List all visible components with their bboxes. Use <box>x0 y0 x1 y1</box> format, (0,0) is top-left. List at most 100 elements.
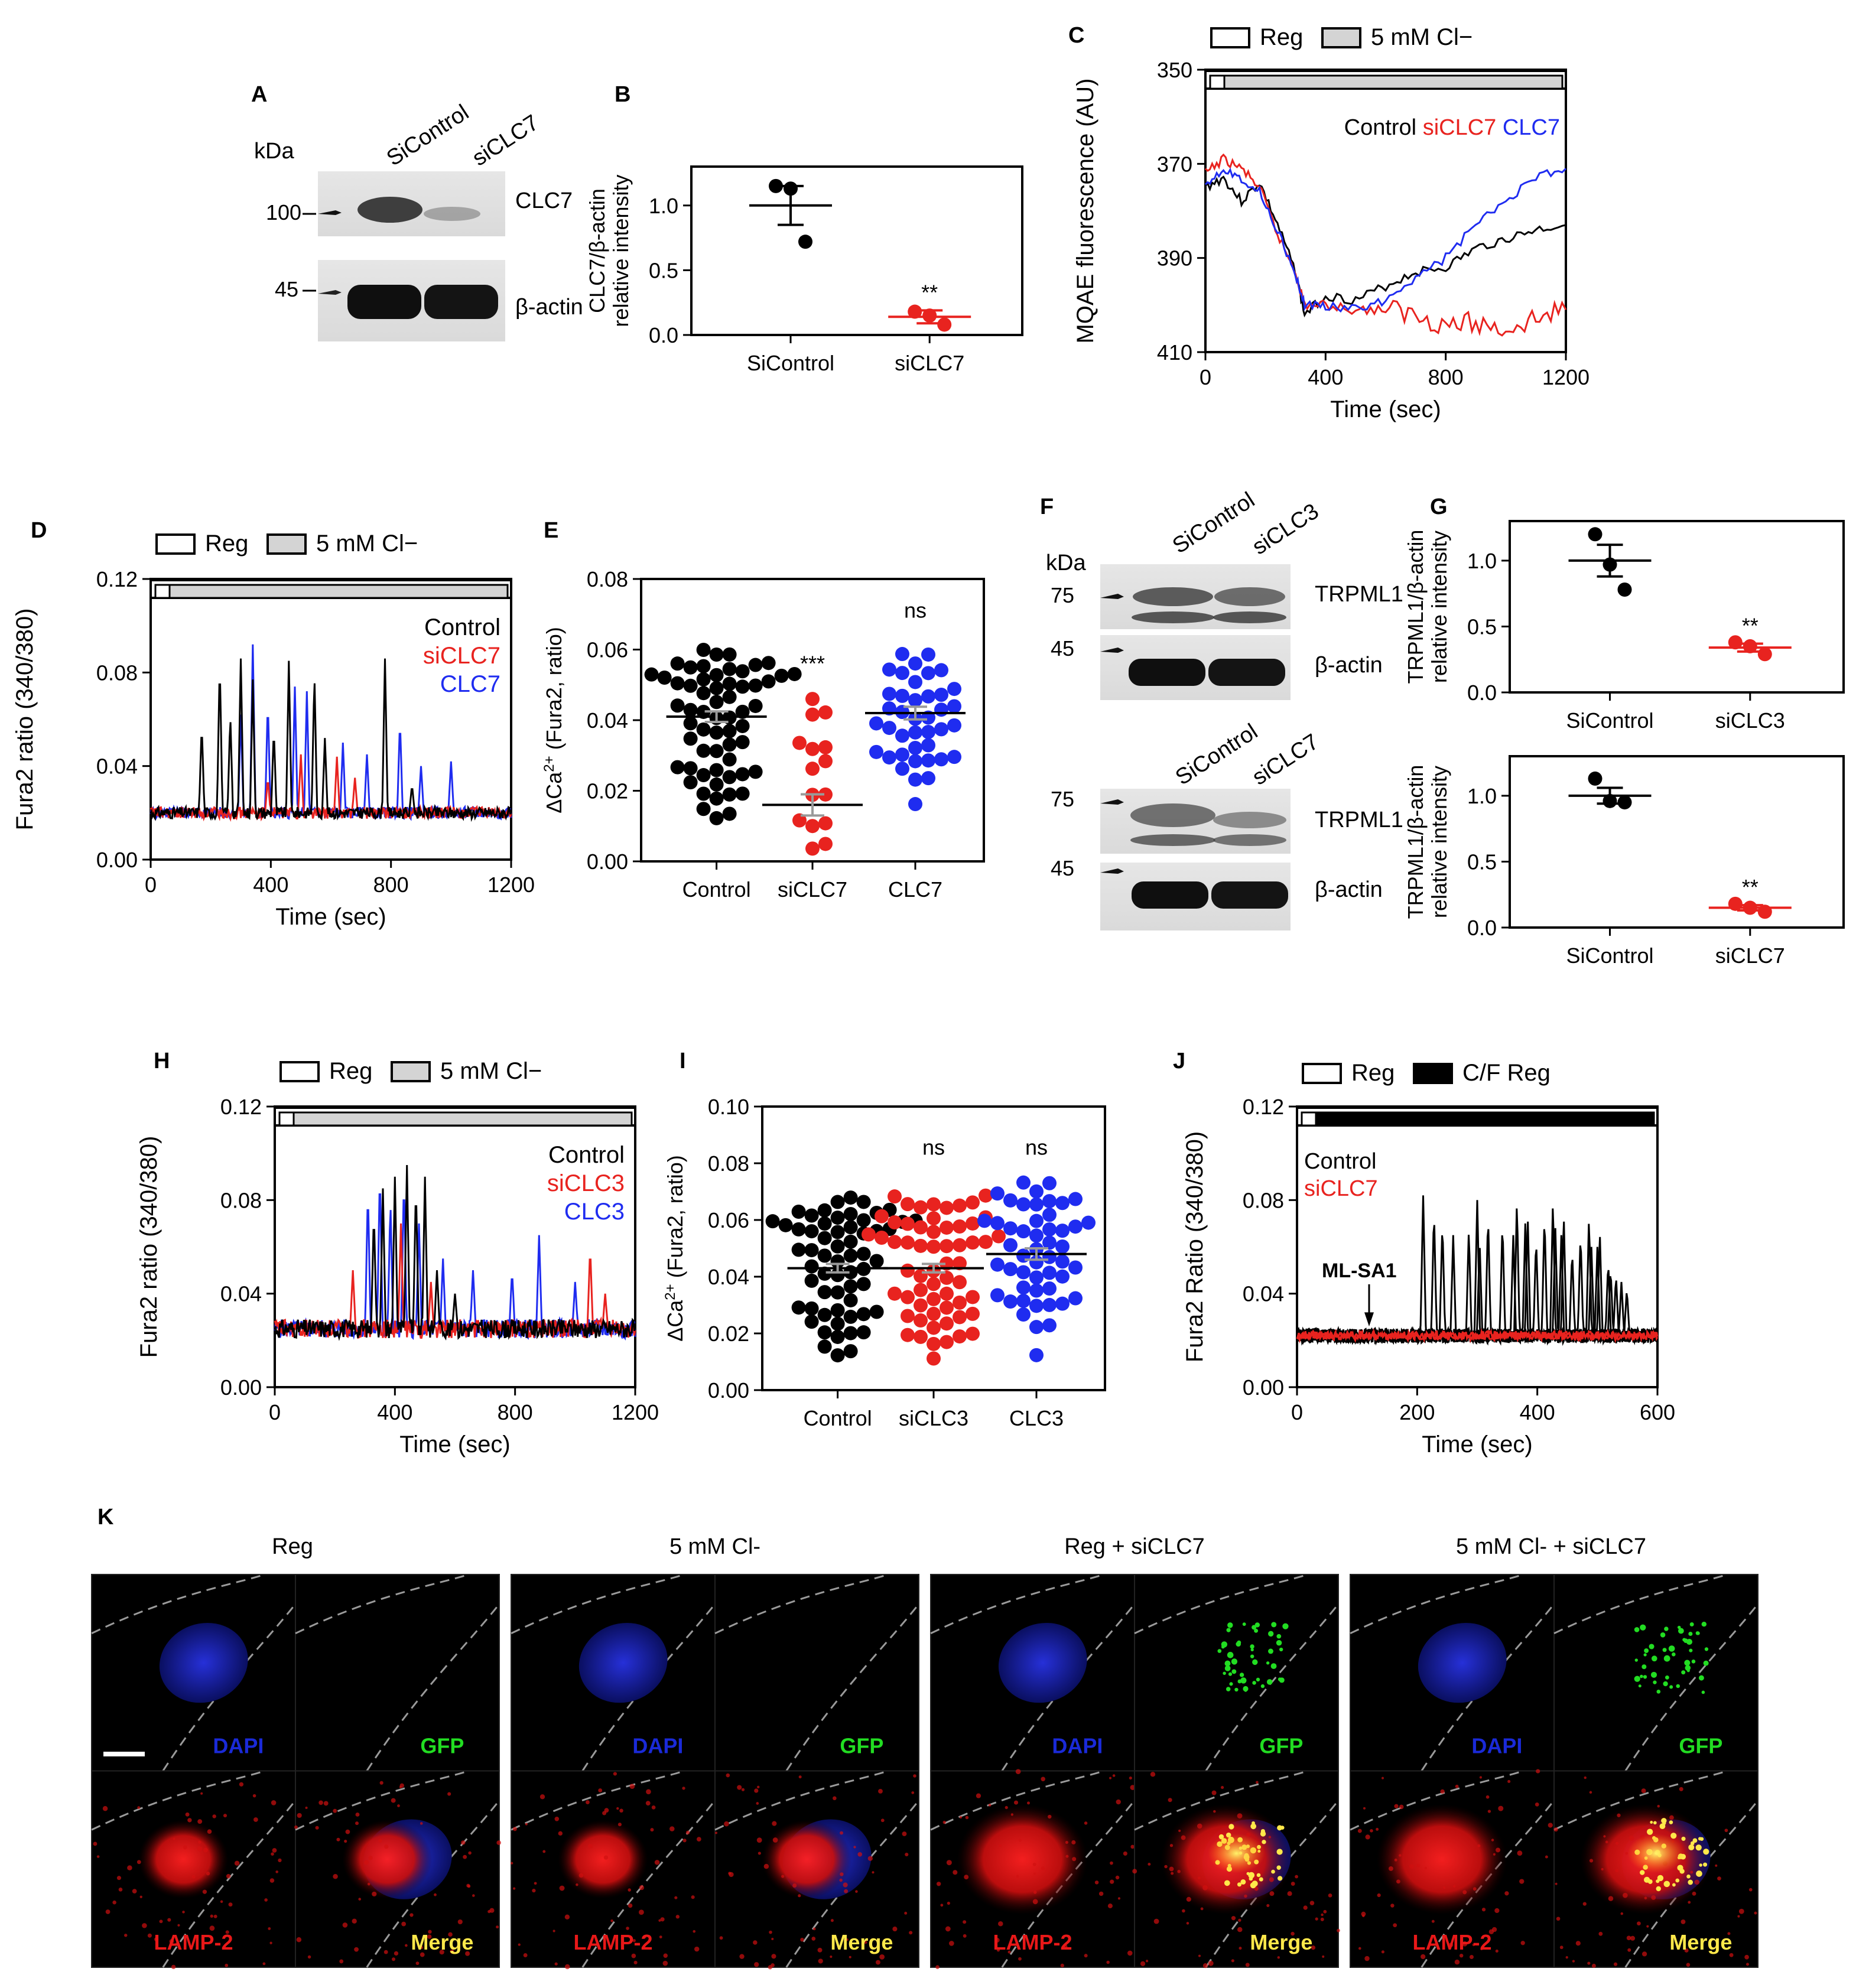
data-point <box>804 1315 819 1329</box>
data-point <box>805 762 820 776</box>
data-point <box>696 704 711 719</box>
gfp-puncta <box>1250 1654 1254 1658</box>
lysosome-dot <box>1462 1890 1467 1895</box>
lysosome-dot <box>1608 1896 1614 1901</box>
lysosome-dot <box>1615 1869 1619 1873</box>
panel-letter-h: H <box>154 1049 170 1073</box>
data-point <box>921 771 935 786</box>
significance-label: ** <box>1742 875 1759 899</box>
lysosome-dot <box>1625 1852 1629 1855</box>
lane-label-sicontrol: SiControl <box>1168 487 1259 558</box>
data-point <box>696 722 711 737</box>
x-axis-label: Time (sec) <box>1330 396 1441 422</box>
gfp-puncta <box>1686 1874 1691 1879</box>
y-tick-label: 0.06 <box>587 638 628 662</box>
y-tick-label: 0.00 <box>587 850 628 874</box>
gfp-puncta <box>1280 1826 1285 1830</box>
lysosome-dot <box>696 1837 701 1841</box>
legend-label: Reg <box>1351 1060 1395 1086</box>
lysosome-dot <box>769 1930 772 1934</box>
data-point <box>670 760 685 775</box>
lysosome-dot <box>1109 1776 1112 1779</box>
data-point <box>1016 1293 1031 1308</box>
lysosome-dot <box>1481 1908 1486 1912</box>
gfp-puncta <box>1266 1661 1270 1665</box>
group-title: 5 mM Cl- + siCLC7 <box>1456 1534 1646 1559</box>
lysosome-dot <box>942 1820 946 1824</box>
tile-merge: Merge <box>294 1770 501 1968</box>
lysosome-dot <box>198 1840 201 1844</box>
y-tick-label: 0.0 <box>1467 681 1497 705</box>
data-point <box>901 1290 915 1304</box>
lysosome-dot <box>1237 1813 1243 1819</box>
data-point <box>683 775 698 790</box>
data-point <box>869 1304 884 1319</box>
data-point <box>1042 1265 1057 1280</box>
lysosome-dot <box>839 1878 843 1882</box>
gfp-puncta <box>1224 1880 1230 1886</box>
lysosome-dot <box>626 1927 629 1930</box>
lysosome-dot <box>1394 1804 1399 1808</box>
data-point <box>830 1285 845 1300</box>
lysosome-dot <box>617 1823 622 1827</box>
data-point <box>1068 1260 1083 1275</box>
data-point <box>908 675 922 689</box>
data-point <box>856 1325 871 1340</box>
lysosome-dot <box>1107 1904 1113 1909</box>
lysosome-dot <box>872 1871 875 1874</box>
y-tick-label: 0.5 <box>649 258 678 282</box>
data-point <box>882 750 896 765</box>
lysosome-dot <box>1421 1954 1426 1960</box>
lysosome-dot <box>578 1873 584 1878</box>
lysosome-dot <box>105 1909 110 1914</box>
data-point <box>804 1224 819 1239</box>
lysosome-dot <box>1309 1901 1315 1906</box>
lysosome-dot <box>1048 1814 1052 1819</box>
lysosome-dot <box>173 1837 175 1840</box>
gfp-puncta <box>1701 1621 1707 1627</box>
lysosome-dot <box>1440 1789 1445 1794</box>
nucleus <box>159 1622 248 1703</box>
data-point <box>1016 1280 1031 1295</box>
gfp-puncta <box>1254 1628 1259 1633</box>
data-point <box>735 704 750 719</box>
legend-label: 5 mM Cl− <box>440 1058 542 1084</box>
cell-outline <box>91 1573 265 1635</box>
data-point <box>940 1335 954 1349</box>
lysosome-dot <box>1084 1821 1088 1825</box>
data-point <box>696 743 711 758</box>
marker-band <box>318 290 342 295</box>
lysosome-dot <box>136 1860 141 1865</box>
data-point <box>818 837 833 851</box>
lysosome-dot <box>586 1800 590 1804</box>
data-point <box>735 735 750 750</box>
lysosome-dot <box>1462 1941 1468 1947</box>
data-point <box>830 1316 845 1331</box>
gfp-puncta <box>1659 1823 1666 1830</box>
lysosome-dot <box>185 1812 190 1817</box>
y-tick-label: 0.06 <box>708 1208 749 1232</box>
annotation-ml-sa1: ML-SA1 <box>1322 1260 1397 1282</box>
lysosome-dot <box>1589 1859 1594 1863</box>
lysosome-dot <box>1221 1786 1224 1789</box>
data-point <box>843 1309 858 1324</box>
data-point <box>735 786 750 801</box>
lysosome-dot <box>1254 1886 1259 1891</box>
lysosome-dot <box>1669 1815 1674 1820</box>
lysosome-dot <box>818 1958 823 1964</box>
lysosome-cloud <box>138 1820 229 1899</box>
lysosome-dot <box>1548 1823 1553 1828</box>
data-point <box>895 688 909 703</box>
tile-bg <box>295 1574 500 1772</box>
lysosome-dot <box>124 1934 128 1937</box>
lysosome-dot <box>1613 1962 1618 1966</box>
gfp-puncta <box>1252 1659 1258 1665</box>
data-point <box>940 1286 954 1301</box>
gfp-puncta <box>1252 1880 1258 1887</box>
lysosome-dot <box>1266 1904 1270 1908</box>
lysosome-dot <box>1469 1954 1474 1959</box>
x-tick-label: CLC3 <box>1009 1406 1064 1430</box>
data-point <box>927 1336 941 1351</box>
channel-label-gfp: GFP <box>840 1734 883 1758</box>
gfp-puncta <box>1262 1840 1266 1844</box>
